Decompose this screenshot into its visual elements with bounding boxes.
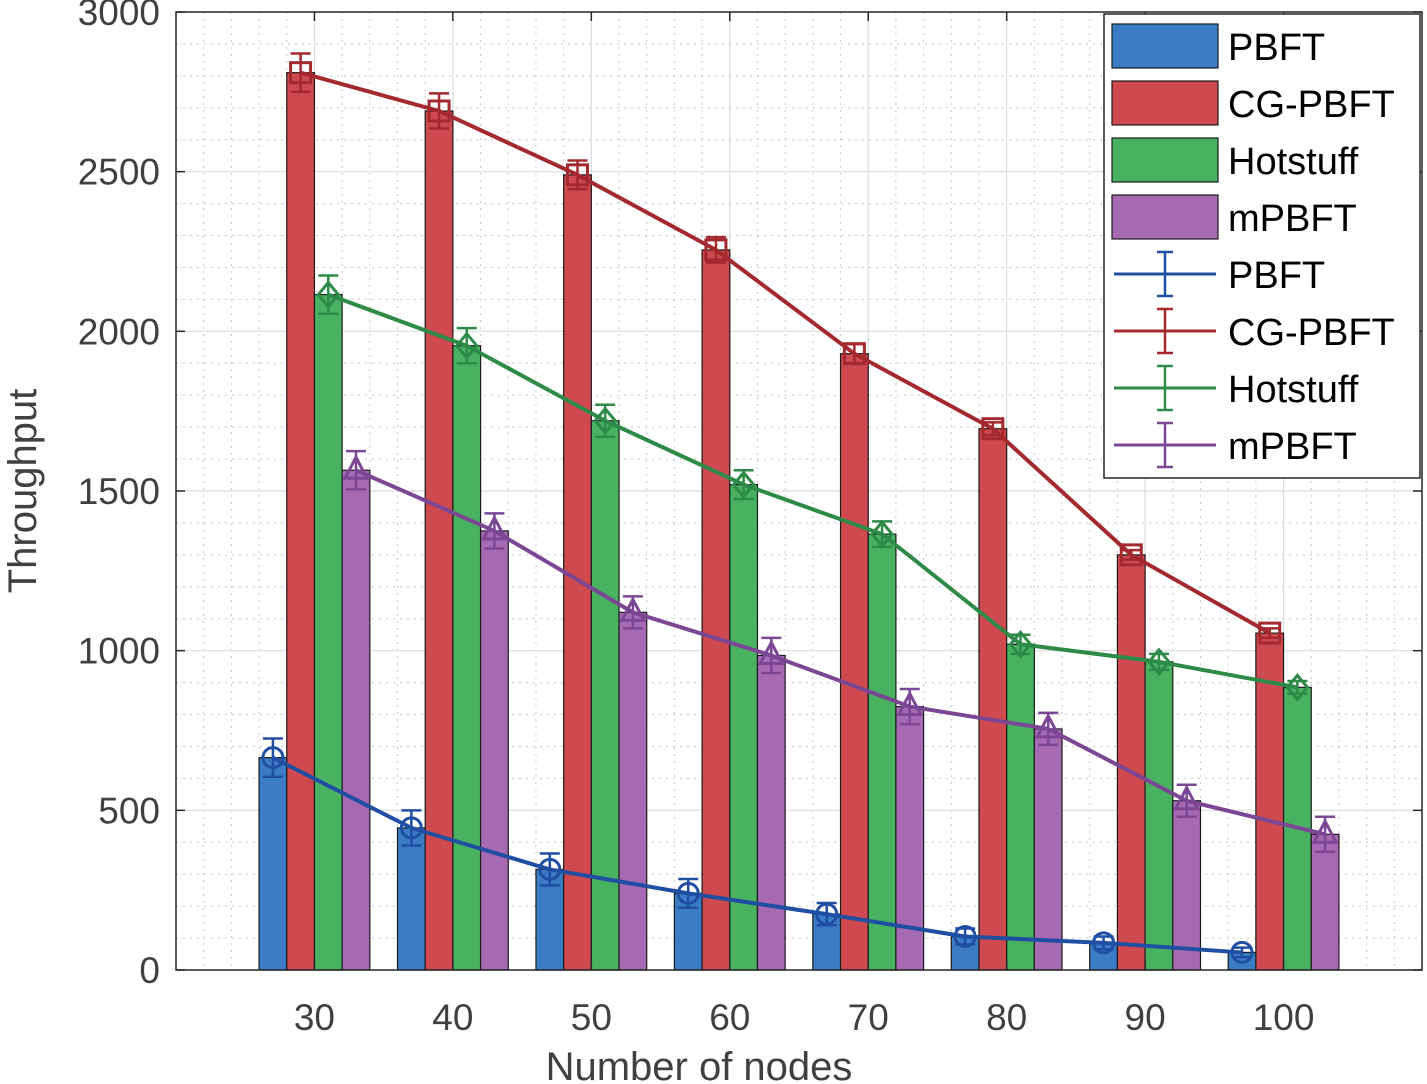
legend-label: Hotstuff: [1228, 141, 1359, 183]
marker-cg-pbft-70: [842, 342, 866, 366]
legend-label: mPBFT: [1228, 426, 1357, 468]
marker-mpbft-30: [342, 454, 370, 480]
bar-mpbft-100: [1310, 833, 1340, 971]
marker-hotstuff-70: [870, 519, 895, 549]
legend-label: PBFT: [1228, 255, 1325, 297]
bar-cg-pbft-80: [978, 428, 1008, 971]
legend-label: mPBFT: [1228, 198, 1357, 240]
x-tick-label: 40: [432, 997, 473, 1038]
series-lines: [261, 52, 1339, 964]
y-tick-label: 1000: [78, 631, 160, 672]
x-tick-label: 50: [571, 997, 612, 1038]
marker-pbft-50: [538, 857, 562, 881]
marker-cg-pbft-90: [1119, 543, 1143, 567]
bar-mpbft-40: [479, 530, 509, 971]
legend-bar-swatch: [1111, 23, 1219, 69]
marker-mpbft-40: [480, 514, 508, 541]
marker-cg-pbft-50: [565, 163, 589, 187]
bar-mpbft-60: [756, 654, 786, 971]
marker-mpbft-80: [1034, 712, 1062, 739]
marker-cg-pbft-80: [981, 417, 1005, 441]
marker-hotstuff-80: [1008, 629, 1033, 659]
marker-pbft-100: [1230, 940, 1254, 964]
legend-label: Hotstuff: [1228, 369, 1359, 411]
series-line-pbft: [272, 755, 1243, 955]
bar-mpbft-50: [618, 611, 648, 971]
marker-pbft-30: [261, 746, 285, 770]
x-tick-label: 80: [986, 997, 1027, 1038]
bar-hotstuff-30: [313, 294, 343, 971]
bar-hotstuff-90: [1144, 661, 1174, 971]
bar-cg-pbft-60: [701, 249, 731, 971]
series-line-cg-pbft: [300, 70, 1271, 635]
x-axis-label: Number of nodes: [546, 1045, 853, 1084]
x-tick-label: 60: [709, 997, 750, 1038]
legend-bar-swatch: [1111, 137, 1219, 183]
marker-hotstuff-100: [1285, 673, 1310, 702]
marker-mpbft-90: [1173, 784, 1201, 811]
marker-pbft-80: [953, 924, 977, 948]
marker-pbft-60: [676, 881, 700, 905]
marker-mpbft-100: [1311, 818, 1339, 844]
x-tick-label: 90: [1125, 997, 1166, 1038]
legend-label: CG-PBFT: [1228, 84, 1395, 126]
y-tick-label: 1500: [78, 471, 160, 512]
bar-cg-pbft-40: [424, 110, 454, 971]
bar-hotstuff-40: [452, 345, 482, 971]
bar-hotstuff-60: [729, 484, 759, 971]
marker-pbft-40: [399, 816, 423, 840]
marker-hotstuff-90: [1147, 647, 1171, 677]
y-axis-ticks: 0 500 1000 1500 2000 2500 3000: [78, 0, 1422, 991]
bar-mpbft-80: [1033, 728, 1063, 971]
marker-cg-pbft-30: [289, 61, 313, 85]
bar-hotstuff-80: [1006, 643, 1035, 971]
y-tick-label: 2000: [78, 311, 160, 352]
series-line-hotstuff: [327, 292, 1298, 690]
bar-pbft-30: [258, 757, 288, 971]
marker-pbft-70: [815, 902, 839, 926]
x-tick-label: 30: [294, 997, 335, 1038]
y-axis-label: Throughput: [1, 389, 45, 594]
marker-pbft-90: [1092, 931, 1116, 955]
bar-cg-pbft-70: [839, 353, 869, 971]
marker-hotstuff-60: [731, 470, 756, 499]
bar-mpbft-90: [1172, 800, 1202, 971]
bar-hotstuff-70: [867, 533, 897, 971]
x-tick-label: 100: [1253, 997, 1315, 1038]
marker-hotstuff-30: [316, 280, 341, 309]
legend-label: CG-PBFT: [1228, 312, 1395, 354]
legend-bar-swatch: [1111, 80, 1219, 126]
marker-hotstuff-50: [593, 406, 618, 436]
legend-bar-swatch: [1111, 194, 1219, 240]
bar-cg-pbft-90: [1116, 554, 1146, 971]
y-tick-label: 3000: [78, 0, 160, 33]
bar-cg-pbft-30: [286, 72, 316, 971]
x-tick-label: 70: [848, 997, 889, 1038]
series-line-mpbft: [355, 468, 1326, 837]
bar-hotstuff-50: [590, 420, 620, 971]
y-tick-label: 2500: [78, 152, 160, 193]
marker-mpbft-60: [757, 639, 785, 665]
marker-mpbft-50: [619, 596, 647, 622]
legend-label: PBFT: [1228, 27, 1325, 69]
marker-cg-pbft-100: [1258, 621, 1282, 645]
bar-pbft-60: [673, 892, 703, 971]
bars: [258, 72, 1340, 971]
marker-cg-pbft-40: [427, 99, 451, 123]
marker-cg-pbft-60: [704, 238, 728, 262]
bar-mpbft-30: [341, 469, 371, 971]
bar-pbft-40: [396, 827, 426, 971]
x-axis-ticks: 30 40 50 60 70 80 90 100: [294, 12, 1315, 1038]
y-tick-label: 500: [98, 790, 160, 831]
marker-mpbft-70: [896, 690, 924, 717]
y-tick-label: 0: [139, 950, 160, 991]
legend: PBFT CG-PBFT Hotstuff mPBFT PBFT CG-PBFT Hotst…: [1103, 13, 1421, 479]
marker-hotstuff-40: [454, 331, 479, 361]
